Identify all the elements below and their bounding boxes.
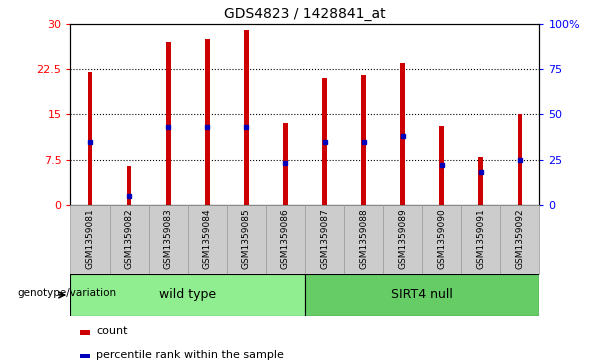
Text: GSM1359081: GSM1359081: [86, 208, 94, 269]
Bar: [127, 166, 131, 205]
Text: GSM1359083: GSM1359083: [164, 208, 173, 269]
Bar: [383, 205, 422, 274]
Text: wild type: wild type: [159, 289, 216, 301]
Text: count: count: [96, 326, 128, 336]
Text: genotype/variation: genotype/variation: [18, 288, 116, 298]
Bar: [110, 205, 149, 274]
Bar: [205, 39, 210, 205]
Bar: [283, 123, 287, 205]
Bar: [440, 126, 444, 205]
Text: percentile rank within the sample: percentile rank within the sample: [96, 350, 284, 359]
Text: GSM1359085: GSM1359085: [242, 208, 251, 269]
Bar: [188, 205, 227, 274]
Bar: [305, 274, 539, 316]
Text: SIRT4 null: SIRT4 null: [391, 289, 453, 301]
Bar: [70, 274, 305, 316]
Text: GSM1359091: GSM1359091: [476, 208, 485, 269]
Text: GSM1359090: GSM1359090: [437, 208, 446, 269]
Text: GSM1359082: GSM1359082: [124, 208, 134, 269]
Bar: [149, 205, 188, 274]
Text: GSM1359086: GSM1359086: [281, 208, 290, 269]
Bar: [479, 157, 483, 205]
Bar: [88, 72, 93, 205]
Bar: [80, 354, 90, 358]
Bar: [500, 205, 539, 274]
Text: GSM1359088: GSM1359088: [359, 208, 368, 269]
Bar: [166, 42, 170, 205]
Text: GSM1359084: GSM1359084: [203, 208, 211, 269]
Bar: [266, 205, 305, 274]
Bar: [462, 205, 500, 274]
Bar: [244, 30, 249, 205]
Bar: [322, 78, 327, 205]
Bar: [305, 205, 344, 274]
Title: GDS4823 / 1428841_at: GDS4823 / 1428841_at: [224, 7, 386, 21]
Bar: [422, 205, 462, 274]
Bar: [517, 114, 522, 205]
Bar: [80, 330, 90, 335]
Text: GSM1359087: GSM1359087: [320, 208, 329, 269]
Bar: [70, 205, 110, 274]
Text: GSM1359089: GSM1359089: [398, 208, 407, 269]
Bar: [400, 63, 405, 205]
Bar: [344, 205, 383, 274]
Text: GSM1359092: GSM1359092: [516, 208, 524, 269]
Bar: [227, 205, 266, 274]
Bar: [361, 75, 366, 205]
